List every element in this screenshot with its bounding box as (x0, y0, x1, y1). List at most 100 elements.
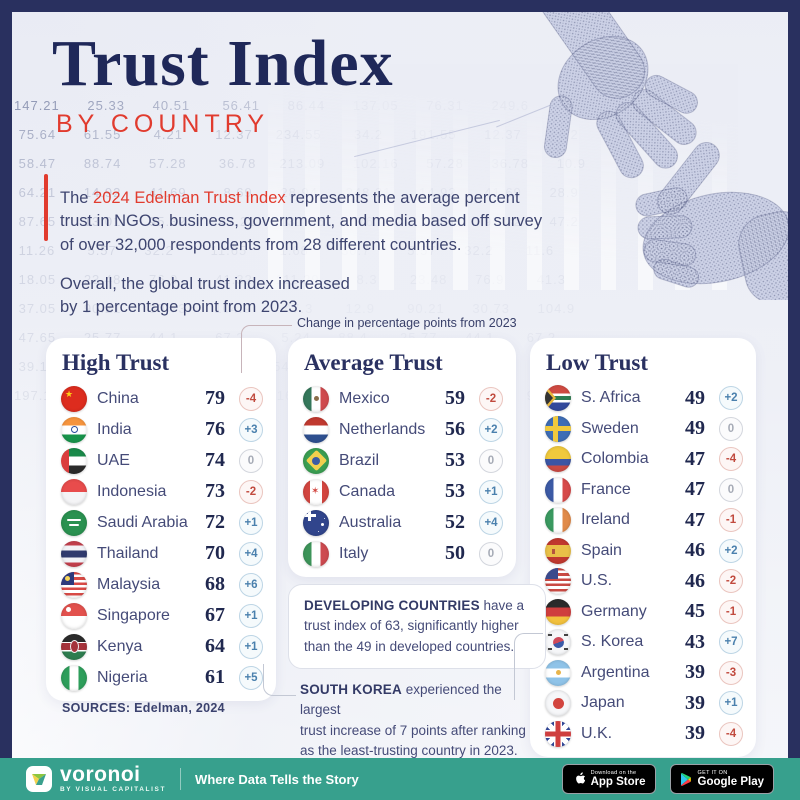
country-name: China (97, 389, 139, 407)
change-annotation: Change in percentage points from 2023 (297, 316, 517, 330)
change-badge: 0 (239, 448, 263, 473)
trust-score: 67 (205, 604, 225, 626)
intro-accent-rule (44, 174, 48, 241)
trust-score: 53 (445, 449, 465, 471)
app-store-badge[interactable]: Download on the App Store (561, 764, 656, 794)
country-row: U.K. 39 -4 (530, 719, 756, 750)
country-row: Italy 50 0 (288, 538, 516, 569)
country-row: Australia 52 +4 (288, 507, 516, 538)
country-row: Argentina 39 -3 (530, 658, 756, 689)
country-flag-icon (61, 509, 87, 536)
country-name: Mexico (339, 389, 390, 407)
country-flag-icon (303, 509, 329, 536)
change-badge: 0 (719, 416, 743, 441)
change-badge: -4 (719, 721, 743, 746)
trust-score: 52 (445, 511, 465, 533)
column-title-average-trust: Average Trust (304, 350, 443, 375)
country-flag-icon (61, 602, 87, 629)
footer-tagline: Where Data Tells the Story (195, 771, 359, 787)
column-title-low-trust: Low Trust (546, 350, 649, 375)
country-name: Thailand (97, 544, 159, 562)
country-flag-icon (545, 537, 571, 564)
country-row: Canada 53 +1 (288, 476, 516, 507)
country-name: Spain (581, 541, 622, 559)
trust-score: 46 (685, 539, 705, 562)
country-row: S. Korea 43 +7 (530, 627, 756, 658)
change-badge: +3 (239, 417, 263, 442)
trust-score: 47 (685, 447, 705, 470)
country-name: S. Africa (581, 389, 641, 407)
country-flag-icon (545, 446, 571, 473)
country-name: Brazil (339, 451, 380, 469)
intro-paragraph: The 2024 Edelman Trust Index represents … (60, 188, 543, 254)
low-trust-column: Low Trust S. Africa 49 +2 Sweden 49 0 (530, 338, 756, 757)
country-row: Kenya 64 +1 (46, 631, 276, 662)
country-name: France (581, 480, 631, 498)
change-badge: -2 (719, 569, 743, 594)
trust-score: 49 (685, 417, 705, 440)
country-name: Argentina (581, 663, 650, 681)
country-flag-icon (545, 415, 571, 442)
change-badge: -1 (719, 599, 743, 624)
trust-score: 59 (445, 387, 465, 409)
trust-score: 39 (685, 691, 705, 714)
country-row: Thailand 70 +4 (46, 538, 276, 569)
footer-bar: voronoi BY VISUAL CAPITALIST Where Data … (0, 758, 800, 800)
trust-score: 39 (685, 661, 705, 684)
change-badge: 0 (719, 477, 743, 502)
country-name: Canada (339, 482, 396, 500)
country-row: Saudi Arabia 72 +1 (46, 507, 276, 538)
change-badge: +5 (239, 665, 263, 690)
column-title-high-trust: High Trust (62, 350, 170, 375)
country-flag-icon (303, 385, 329, 412)
trust-score: 61 (205, 666, 225, 688)
trust-score: 68 (205, 573, 225, 595)
country-name: Kenya (97, 637, 143, 655)
trust-score: 79 (205, 387, 225, 409)
trust-score: 70 (205, 542, 225, 564)
annotation-connector-line (241, 325, 292, 373)
change-badge: +2 (719, 538, 743, 563)
trust-score: 74 (205, 449, 225, 471)
voronoi-logo-text: voronoi (60, 763, 141, 787)
high-trust-column: High Trust China 79 -4 India 76 +3 (46, 338, 276, 701)
country-name: Sweden (581, 419, 639, 437)
country-row: Japan 39 +1 (530, 688, 756, 719)
country-row: Malaysia 68 +6 (46, 569, 276, 600)
country-flag-icon (545, 659, 571, 686)
voronoi-logo-subtext: BY VISUAL CAPITALIST (60, 786, 167, 794)
change-badge: 0 (479, 541, 503, 566)
country-flag-icon (61, 416, 87, 443)
country-row: Spain 46 +2 (530, 536, 756, 567)
change-badge: +1 (239, 603, 263, 628)
trust-score: 45 (685, 600, 705, 623)
change-badge: -4 (239, 386, 263, 411)
country-flag-icon (303, 478, 329, 505)
google-play-icon (680, 772, 691, 786)
trust-score: 39 (685, 722, 705, 745)
overall-note: Overall, the global trust index increase… (60, 274, 350, 317)
country-name: S. Korea (581, 633, 644, 651)
google-play-badge[interactable]: GET IT ON Google Play (669, 764, 774, 794)
country-row: Germany 45 -1 (530, 597, 756, 628)
change-badge: -2 (479, 386, 503, 411)
sources-text: SOURCES: Edelman, 2024 (62, 701, 225, 715)
trust-score: 46 (685, 569, 705, 592)
country-name: UAE (97, 451, 130, 469)
country-name: Ireland (581, 511, 630, 529)
country-row: Netherlands 56 +2 (288, 414, 516, 445)
country-name: Italy (339, 544, 369, 562)
change-badge: -2 (239, 479, 263, 504)
trust-score: 47 (685, 508, 705, 531)
trust-score: 56 (445, 418, 465, 440)
south-korea-note: SOUTH KOREA experienced the largest trus… (300, 682, 526, 758)
average-trust-column: Average Trust Mexico 59 -2 Netherlands 5… (288, 338, 516, 577)
trust-score: 76 (205, 418, 225, 440)
trust-score: 72 (205, 511, 225, 533)
footer-divider (180, 768, 182, 790)
country-flag-icon (545, 690, 571, 717)
country-row: Singapore 67 +1 (46, 600, 276, 631)
country-row: UAE 74 0 (46, 445, 276, 476)
change-badge: +1 (239, 634, 263, 659)
change-badge: +2 (479, 417, 503, 442)
